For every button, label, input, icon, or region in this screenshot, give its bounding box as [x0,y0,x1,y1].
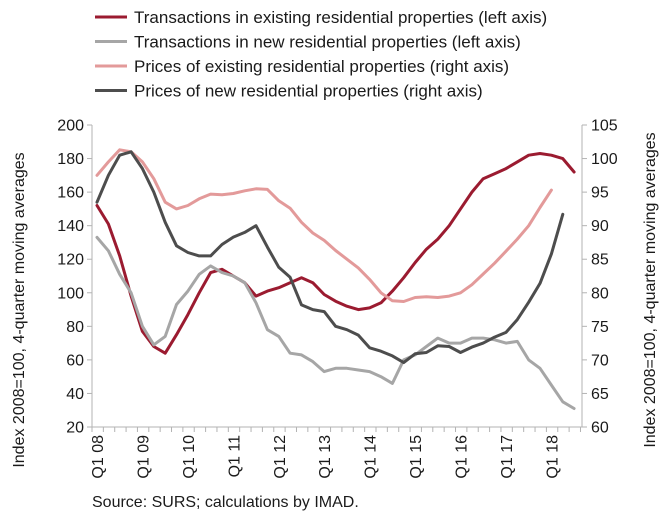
y-tick-label-left: 100 [57,285,84,302]
y-tick-label-left: 160 [57,185,84,202]
y-tick-label-left: 200 [57,118,84,135]
y-tick-label-left: 140 [57,218,84,235]
x-tick-label: Q1 14 [363,435,380,479]
x-tick-label: Q1 12 [272,435,289,479]
y-tick-label-right: 80 [591,285,609,302]
x-tick-label: Q1 08 [90,435,107,479]
y-tick-label-left: 20 [66,420,84,437]
x-tick-label: Q1 09 [135,435,152,479]
y-tick-label-right: 85 [591,252,609,269]
x-tick-label: Q1 11 [226,435,243,478]
x-tick-label: Q1 16 [454,435,471,479]
y-tick-label-right: 70 [591,352,609,369]
y-tick-label-right: 65 [591,386,609,403]
y-tick-label-left: 180 [57,151,84,168]
series-line-3 [95,148,553,303]
legend-label-3: Prices of existing residential propertie… [134,57,509,76]
series-line-4 [95,150,565,365]
y-tick-label-right: 90 [591,218,609,235]
y-tick-label-right: 95 [591,185,609,202]
x-tick-label: Q1 10 [181,435,198,479]
axes: 20 40 60 80 100 120 140 160 180 200 60 65 70 75 80 85 90… [57,118,618,479]
series-lines [95,148,576,410]
series-line-1 [95,152,576,355]
y-tick-label-right: 100 [591,151,618,168]
legend-label-1: Transactions in existing residential pro… [134,8,547,27]
y-tick-label-left: 120 [57,252,84,269]
y-axis-title-left: Index 2008=100, 4-quarter moving average… [11,152,28,467]
series-line-2 [95,235,576,410]
legend: Transactions in existing residential pro… [95,8,547,101]
x-tick-label: Q1 18 [544,435,561,479]
y-tick-label-right: 105 [591,118,618,135]
y-tick-label-right: 75 [591,319,609,336]
y-axis-title-right: Index 2008=100, 4-quarter moving average… [642,132,659,447]
legend-label-2: Transactions in new residential properti… [134,33,521,52]
legend-label-4: Prices of new residential properties (ri… [134,82,483,101]
y-tick-label-right: 60 [591,420,609,437]
x-tick-label: Q1 15 [408,435,425,479]
y-tick-label-left: 80 [66,319,84,336]
x-tick-label: Q1 13 [317,435,334,479]
y-tick-label-left: 40 [66,386,84,403]
source-note: Source: SURS; calculations by IMAD. [92,494,359,511]
x-tick-label: Q1 17 [499,435,516,479]
y-tick-label-left: 60 [66,352,84,369]
